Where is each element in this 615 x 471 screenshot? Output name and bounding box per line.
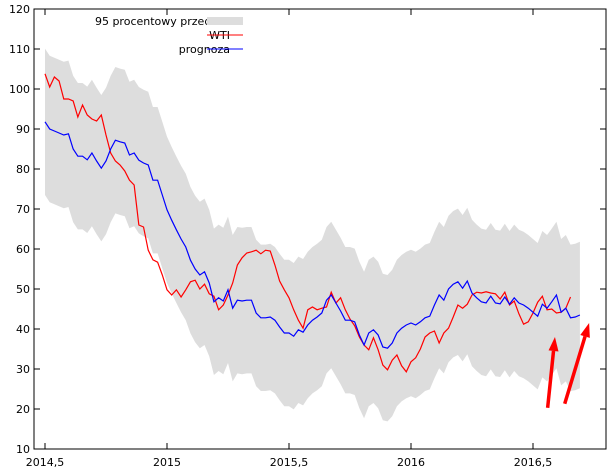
x-tick-label: 2016,5: [514, 456, 553, 469]
x-tick-label: 2015: [153, 456, 181, 469]
y-tick-label: 10: [16, 443, 30, 456]
x-tick-label: 2014,5: [26, 456, 65, 469]
annotation-arrow-2: [563, 335, 587, 405]
y-tick-label: 100: [9, 83, 30, 96]
y-tick-label: 50: [16, 283, 30, 296]
series-layer: [44, 73, 581, 373]
annotation-arrows: [545, 323, 590, 408]
legend: 95 procentowy przedział WTI prognoza: [95, 15, 243, 56]
y-tick-label: 90: [16, 123, 30, 136]
y-axis-ticks: 10 20 30 40 50 60 70 80 90 100 110 120: [9, 3, 606, 456]
y-tick-label: 110: [9, 43, 30, 56]
x-axis-ticks: 2014,5 2015 2015,5 2016 2016,5: [26, 9, 553, 469]
prognoza-line: [44, 121, 581, 349]
annotation-arrowhead-1: [548, 337, 559, 352]
y-tick-label: 30: [16, 363, 30, 376]
confidence-band-layer: [45, 48, 580, 422]
confidence-band: [45, 48, 580, 422]
x-tick-label: 2016: [397, 456, 425, 469]
y-tick-label: 80: [16, 163, 30, 176]
y-tick-label: 60: [16, 243, 30, 256]
legend-label-prognoza: prognoza: [179, 43, 230, 56]
annotation-arrow-1: [545, 350, 556, 408]
wti-line: [44, 73, 572, 373]
y-tick-label: 70: [16, 203, 30, 216]
legend-swatch-band: [207, 17, 243, 25]
annotation-arrowhead-2: [580, 323, 590, 338]
plot-frame: [33, 8, 607, 450]
y-tick-label: 20: [16, 403, 30, 416]
y-tick-label: 120: [9, 3, 30, 16]
x-tick-label: 2015,5: [270, 456, 309, 469]
legend-label-band: 95 procentowy przedział: [95, 15, 231, 28]
y-tick-label: 40: [16, 323, 30, 336]
